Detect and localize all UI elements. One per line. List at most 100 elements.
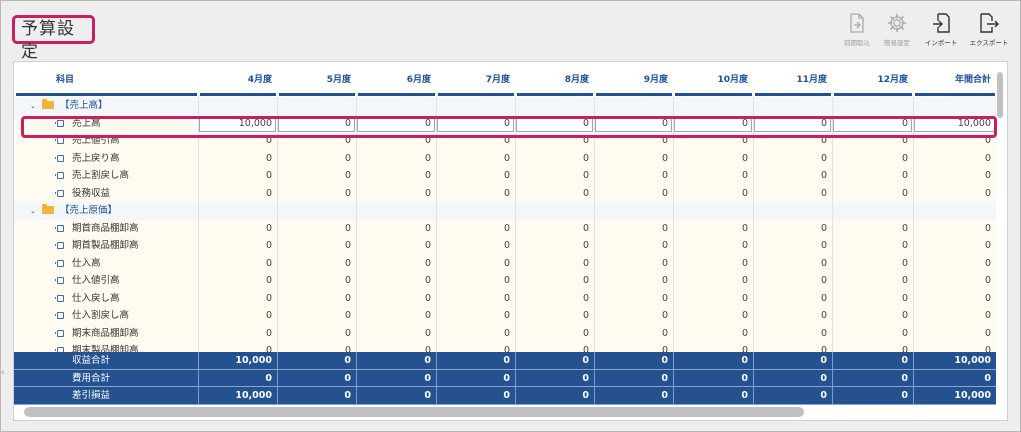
budget-cell[interactable]: 0 <box>820 222 827 234</box>
budget-cell[interactable]: 0 <box>582 292 589 304</box>
import-button[interactable]: インポート <box>919 12 963 47</box>
budget-cell[interactable]: 0 <box>265 257 272 269</box>
column-header[interactable]: 7月度 <box>485 75 510 85</box>
budget-cell[interactable]: 0 <box>984 170 991 181</box>
budget-cell[interactable]: 0 <box>984 310 991 321</box>
budget-cell[interactable]: 0 <box>344 152 351 164</box>
budget-input[interactable]: 0 <box>344 117 351 129</box>
vertical-scrollbar[interactable] <box>997 72 1003 118</box>
column-header[interactable]: 科目 <box>56 75 75 85</box>
budget-cell[interactable]: 0 <box>503 135 510 146</box>
budget-cell[interactable]: 0 <box>503 170 510 181</box>
budget-cell[interactable]: 0 <box>424 187 431 199</box>
budget-cell[interactable]: 0 <box>344 222 351 234</box>
horizontal-scroll-thumb[interactable] <box>24 407 804 417</box>
budget-cell[interactable]: 0 <box>503 152 510 164</box>
budget-input[interactable]: 0 <box>741 117 748 129</box>
budget-cell[interactable]: 0 <box>344 292 351 304</box>
budget-cell[interactable]: 0 <box>901 275 908 286</box>
budget-cell[interactable]: 0 <box>344 240 351 251</box>
budget-cell[interactable]: 0 <box>661 240 668 251</box>
budget-cell[interactable]: 0 <box>582 135 589 146</box>
budget-cell[interactable]: 0 <box>901 170 908 181</box>
budget-cell[interactable]: 0 <box>424 327 431 339</box>
column-header[interactable]: 11月度 <box>796 75 827 85</box>
budget-input[interactable]: 10,000 <box>957 117 991 129</box>
chevron-down-icon[interactable]: ⌄ <box>30 102 36 110</box>
column-header[interactable]: 4月度 <box>247 75 272 85</box>
budget-cell[interactable]: 0 <box>424 135 431 146</box>
table-row[interactable]: 仕入値引高 0 0 0 0 0 0 0 0 0 0 <box>14 272 996 290</box>
table-row[interactable]: 役務収益 0 0 0 0 0 0 0 0 0 0 <box>14 184 996 202</box>
column-header[interactable]: 年間合計 <box>954 75 991 85</box>
budget-cell[interactable]: 0 <box>424 292 431 304</box>
budget-cell[interactable]: 0 <box>741 135 748 146</box>
table-row[interactable]: 仕入割戻し高 0 0 0 0 0 0 0 0 0 0 <box>14 307 996 325</box>
budget-cell[interactable]: 0 <box>503 275 510 286</box>
column-header[interactable]: 10月度 <box>717 75 748 85</box>
budget-cell[interactable]: 0 <box>344 275 351 286</box>
budget-cell[interactable]: 0 <box>984 240 991 251</box>
budget-cell[interactable]: 0 <box>503 345 510 352</box>
budget-cell[interactable]: 0 <box>661 257 668 269</box>
budget-cell[interactable]: 0 <box>984 327 991 339</box>
budget-cell[interactable]: 0 <box>661 310 668 321</box>
budget-cell[interactable]: 0 <box>265 170 272 181</box>
budget-cell[interactable]: 0 <box>741 187 748 199</box>
budget-cell[interactable]: 0 <box>265 152 272 164</box>
column-header[interactable]: 5月度 <box>326 75 351 85</box>
budget-cell[interactable]: 0 <box>503 310 510 321</box>
budget-cell[interactable]: 0 <box>265 292 272 304</box>
budget-cell[interactable]: 0 <box>901 135 908 146</box>
budget-cell[interactable]: 0 <box>820 187 827 199</box>
budget-cell[interactable]: 0 <box>901 222 908 234</box>
budget-cell[interactable]: 0 <box>344 345 351 352</box>
budget-cell[interactable]: 0 <box>984 187 991 199</box>
budget-input[interactable]: 0 <box>424 117 431 129</box>
budget-cell[interactable]: 0 <box>741 345 748 352</box>
budget-cell[interactable]: 0 <box>503 240 510 251</box>
budget-cell[interactable]: 0 <box>424 170 431 181</box>
budget-cell[interactable]: 0 <box>424 345 431 352</box>
table-row[interactable]: 売上割戻し高 0 0 0 0 0 0 0 0 0 0 <box>14 167 996 185</box>
budget-cell[interactable]: 0 <box>582 257 589 269</box>
table-row[interactable]: 売上戻り高 0 0 0 0 0 0 0 0 0 0 <box>14 149 996 167</box>
budget-cell[interactable]: 0 <box>661 170 668 181</box>
budget-input[interactable]: 0 <box>901 117 908 129</box>
budget-cell[interactable]: 0 <box>741 257 748 269</box>
budget-cell[interactable]: 0 <box>741 152 748 164</box>
table-row[interactable]: 仕入戻し高 0 0 0 0 0 0 0 0 0 0 <box>14 289 996 307</box>
budget-cell[interactable]: 0 <box>503 257 510 269</box>
budget-cell[interactable]: 0 <box>265 135 272 146</box>
budget-input[interactable]: 0 <box>503 117 510 129</box>
budget-cell[interactable]: 0 <box>265 240 272 251</box>
budget-cell[interactable]: 0 <box>820 135 827 146</box>
budget-cell[interactable]: 0 <box>741 310 748 321</box>
simple-settings-button[interactable]: 簡易設定 <box>879 12 915 47</box>
budget-cell[interactable]: 0 <box>984 222 991 234</box>
budget-cell[interactable]: 0 <box>901 240 908 251</box>
table-row[interactable]: 仕入高 0 0 0 0 0 0 0 0 0 0 <box>14 254 996 272</box>
prev-period-import-button[interactable]: 前期取込 <box>839 12 875 47</box>
budget-cell[interactable]: 0 <box>984 257 991 269</box>
budget-cell[interactable]: 0 <box>820 292 827 304</box>
budget-cell[interactable]: 0 <box>741 222 748 234</box>
group-row[interactable]: ⌄ 【売上原価】 <box>14 202 996 220</box>
budget-cell[interactable]: 0 <box>984 135 991 146</box>
table-row[interactable]: 期末商品棚卸高 0 0 0 0 0 0 0 0 0 0 <box>14 324 996 342</box>
budget-cell[interactable]: 0 <box>265 310 272 321</box>
budget-cell[interactable]: 0 <box>582 310 589 321</box>
budget-input[interactable]: 0 <box>582 117 589 129</box>
budget-cell[interactable]: 0 <box>582 327 589 339</box>
table-row[interactable]: 期首製品棚卸高 0 0 0 0 0 0 0 0 0 0 <box>14 237 996 255</box>
budget-cell[interactable]: 0 <box>503 222 510 234</box>
budget-cell[interactable]: 0 <box>582 240 589 251</box>
budget-cell[interactable]: 0 <box>820 275 827 286</box>
budget-cell[interactable]: 0 <box>984 275 991 286</box>
budget-cell[interactable]: 0 <box>503 187 510 199</box>
budget-cell[interactable]: 0 <box>424 257 431 269</box>
budget-input[interactable]: 10,000 <box>238 117 272 129</box>
budget-cell[interactable]: 0 <box>582 222 589 234</box>
budget-cell[interactable]: 0 <box>661 222 668 234</box>
column-header[interactable]: 12月度 <box>877 75 908 85</box>
